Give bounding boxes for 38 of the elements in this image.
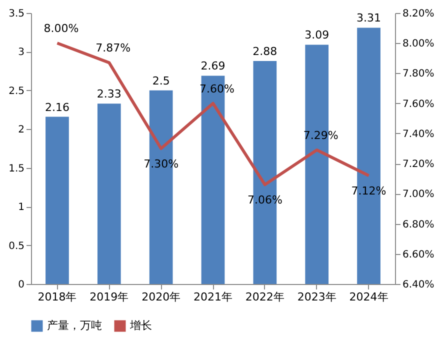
y2-tick-label: 7.40% <box>402 128 434 140</box>
x-tick-label: 2024年 <box>349 290 388 304</box>
y-tick-label: 1 <box>18 202 24 214</box>
data-label: 2.69 <box>200 60 226 73</box>
y2-tick-label: 7.20% <box>402 159 434 170</box>
data-label: 2.88 <box>252 45 278 58</box>
legend-label: 增长 <box>129 319 152 332</box>
bar <box>46 116 69 284</box>
y2-tick-label: 6.40% <box>402 280 434 290</box>
bar <box>97 104 121 284</box>
y-tick-label: 0 <box>18 280 24 290</box>
x-tick-label: 2022年 <box>245 290 284 304</box>
y2-tick-label: 7.00% <box>402 189 434 200</box>
y2-tick-label: 8.00% <box>402 38 434 50</box>
data-label: 7.87% <box>96 42 131 55</box>
data-label: 3.09 <box>304 28 330 42</box>
x-tick-label: 2020年 <box>142 290 181 304</box>
legend-label: 产量，万吨 <box>47 319 102 332</box>
data-label: 8.00% <box>44 22 79 36</box>
x-tick-label: 2019年 <box>90 290 129 304</box>
y-tick-label: 1.5 <box>8 163 24 174</box>
y2-tick-label: 7.80% <box>402 68 434 80</box>
y2-tick-label: 6.60% <box>402 249 434 260</box>
x-tick-label: 2021年 <box>194 290 232 304</box>
y-tick-label: 2 <box>18 124 24 136</box>
y-tick-label: 3.5 <box>8 8 24 20</box>
y-tick-label: 0.5 <box>8 240 24 252</box>
data-label: 3.31 <box>356 12 382 25</box>
data-label: 2.33 <box>96 88 122 101</box>
y-tick-label: 3 <box>18 47 24 58</box>
data-label: 2.5 <box>152 74 170 88</box>
y-tick-label: 2.5 <box>8 86 24 97</box>
x-tick-label: 2018年 <box>38 290 77 304</box>
y2-tick-label: 6.80% <box>402 219 434 230</box>
y2-tick-label: 8.20% <box>402 8 434 20</box>
data-label: 2.16 <box>44 100 70 114</box>
y2-tick-label: 7.60% <box>402 98 434 110</box>
x-tick-label: 2023年 <box>297 290 336 304</box>
